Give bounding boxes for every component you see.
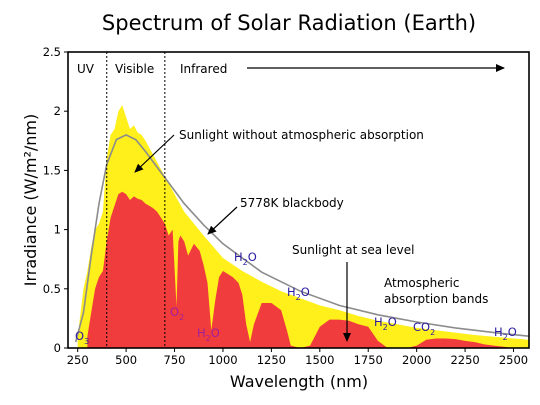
y-axis-title: Irradiance (W/m²/nm) (21, 114, 40, 286)
y-tick-label: 2.5 (43, 45, 61, 59)
x-tick-label: 1750 (354, 353, 383, 367)
x-tick-label: 2500 (499, 353, 528, 367)
molecule-label: H2O (287, 285, 310, 302)
arrow-extraterrestrial (134, 134, 175, 173)
x-tick-label: 750 (164, 353, 186, 367)
annotation-blackbody: 5778K blackbody (240, 196, 344, 210)
x-tick-label: 2250 (450, 353, 479, 367)
y-tick-label: 1 (54, 223, 61, 237)
plot-area (74, 52, 530, 348)
region-label-infrared: Infrared (180, 62, 227, 76)
annotation-absorption-line-2: absorption bands (384, 292, 488, 306)
axis-ticks: 250 500 750 1000 1250 1500 1750 2000 2250 2500 0 0.… (43, 45, 528, 367)
y-tick-label: 1.5 (43, 163, 61, 177)
annotation-sea-level: Sunlight at sea level (292, 243, 414, 257)
molecule-label: CO2 (413, 320, 435, 337)
molecule-label: O3 (75, 329, 89, 346)
arrow-blackbody (207, 206, 238, 235)
plot-frame (67, 51, 530, 349)
molecule-label: H2O (234, 250, 257, 267)
x-axis-title: Wavelength (nm) (230, 372, 368, 391)
molecule-labels: O3 O2 H2O H2O H2O H2O CO2 H2O (75, 250, 517, 346)
x-tick-label: 1000 (208, 353, 237, 367)
chart-title: Spectrum of Solar Radiation (Earth) (102, 11, 476, 35)
region-label-uv: UV (77, 62, 95, 76)
molecule-label: H2O (374, 315, 397, 332)
x-tick-label: 1500 (305, 353, 334, 367)
molecule-label: O2 (170, 305, 184, 322)
y-tick-label: 0 (54, 341, 61, 355)
area-sea-level (87, 191, 530, 348)
x-tick-label: 1250 (257, 353, 286, 367)
annotation-extraterrestrial: Sunlight without atmospheric absorption (179, 128, 424, 142)
region-label-visible: Visible (115, 62, 154, 76)
x-tick-label: 500 (115, 353, 137, 367)
y-tick-label: 0.5 (43, 282, 61, 296)
molecule-label: H2O (197, 326, 220, 343)
line-blackbody (74, 134, 530, 343)
molecule-label: H2O (494, 325, 517, 342)
x-tick-label: 2000 (402, 353, 431, 367)
y-tick-label: 2 (54, 104, 61, 118)
annotation-absorption-line-1: Atmospheric (384, 276, 459, 290)
x-tick-label: 250 (67, 353, 89, 367)
